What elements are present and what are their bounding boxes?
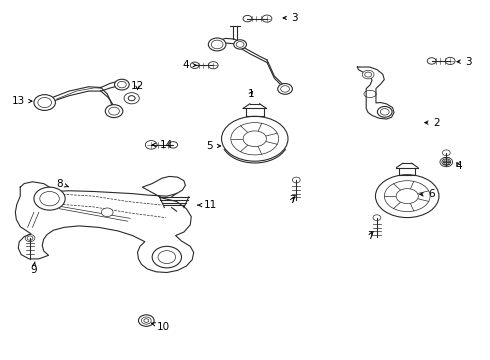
Circle shape xyxy=(105,105,123,118)
Text: 3: 3 xyxy=(283,13,298,23)
Text: 12: 12 xyxy=(131,81,144,91)
Text: 1: 1 xyxy=(247,89,254,99)
Circle shape xyxy=(208,38,226,51)
Text: 2: 2 xyxy=(425,118,440,128)
Text: 13: 13 xyxy=(12,96,32,106)
Text: 10: 10 xyxy=(151,322,170,332)
Text: 3: 3 xyxy=(457,57,471,67)
Circle shape xyxy=(234,40,246,49)
Text: 11: 11 xyxy=(198,200,217,210)
Circle shape xyxy=(115,79,129,90)
Text: 4: 4 xyxy=(182,60,196,70)
Circle shape xyxy=(101,208,113,217)
Text: 14: 14 xyxy=(152,140,173,150)
Text: 5: 5 xyxy=(207,141,220,151)
Text: 4: 4 xyxy=(455,161,462,171)
Circle shape xyxy=(152,246,181,268)
Circle shape xyxy=(278,84,293,94)
Circle shape xyxy=(377,107,392,117)
Text: 8: 8 xyxy=(57,179,69,189)
Text: 9: 9 xyxy=(30,262,37,275)
Text: 7: 7 xyxy=(367,231,374,240)
Text: 6: 6 xyxy=(420,189,435,199)
Circle shape xyxy=(362,70,374,79)
Circle shape xyxy=(34,187,65,210)
Text: 7: 7 xyxy=(289,195,295,205)
Circle shape xyxy=(34,95,55,111)
